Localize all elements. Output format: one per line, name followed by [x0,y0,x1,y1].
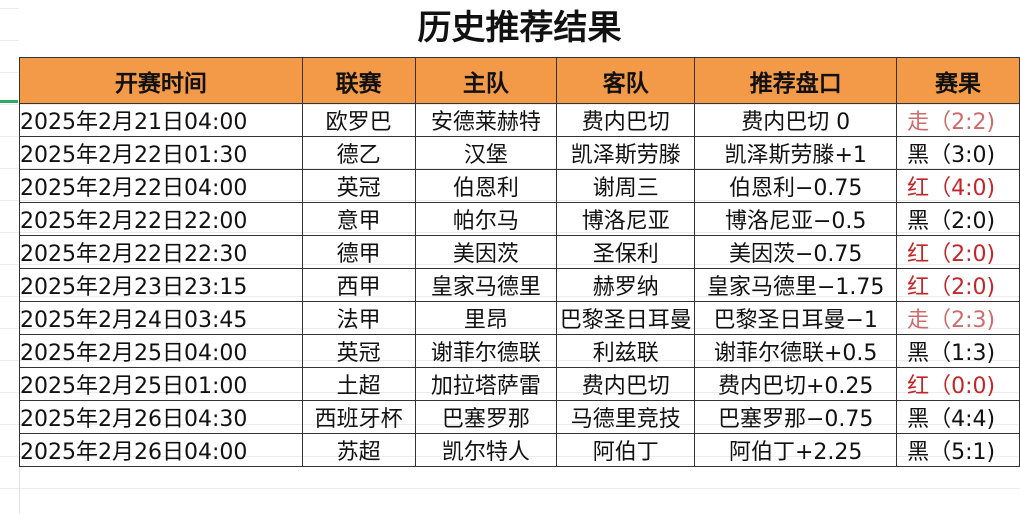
cell-league[interactable]: 意甲 [301,202,416,236]
table-row: 2025年2月26日04:30 西班牙杯 巴塞罗那 马德里竞技 巴塞罗那−0.75 黑（4… [19,400,1020,434]
cell-away[interactable]: 利兹联 [556,334,696,368]
cell-away[interactable]: 巴黎圣日耳曼 [556,301,696,335]
cell-result[interactable]: 走（2:3) [896,301,1020,335]
cell-time[interactable]: 2025年2月23日23:15 [19,268,303,302]
cell-result[interactable]: 红（2:0) [896,268,1020,302]
cell-pick[interactable]: 谢菲尔德联+0.5 [694,334,898,368]
cell-time[interactable]: 2025年2月22日22:00 [19,202,303,236]
cell-home[interactable]: 里昂 [414,301,558,335]
table-row: 2025年2月22日22:00 意甲 帕尔马 博洛尼亚 博洛尼亚−0.5 黑（2:0) [19,202,1020,236]
cell-result[interactable]: 黑（4:4) [896,400,1020,434]
cell-pick[interactable]: 凯泽斯劳滕+1 [694,136,898,170]
cell-result[interactable]: 红（0:0) [896,367,1020,401]
col-header-league[interactable]: 联赛 [301,57,416,104]
cell-time[interactable]: 2025年2月25日04:00 [19,334,303,368]
cell-league[interactable]: 英冠 [301,169,416,203]
table-row: 2025年2月25日01:00 土超 加拉塔萨雷 费内巴切 费内巴切+0.25 红（0:0… [19,367,1020,401]
cell-result[interactable]: 黑（3:0) [896,136,1020,170]
table-row: 2025年2月22日01:30 德乙 汉堡 凯泽斯劳滕 凯泽斯劳滕+1 黑（3:0) [19,136,1020,170]
cell-home[interactable]: 凯尔特人 [414,433,558,467]
cell-pick[interactable]: 博洛尼亚−0.5 [694,202,898,236]
cell-pick[interactable]: 美因茨−0.75 [694,235,898,269]
cell-time[interactable]: 2025年2月21日04:00 [19,103,303,137]
table-row: 2025年2月25日04:00 英冠 谢菲尔德联 利兹联 谢菲尔德联+0.5 黑（1:3) [19,334,1020,368]
cell-away[interactable]: 马德里竞技 [556,400,696,434]
cell-pick[interactable]: 皇家马德里−1.75 [694,268,898,302]
cell-away[interactable]: 博洛尼亚 [556,202,696,236]
cell-league[interactable]: 苏超 [301,433,416,467]
cell-league[interactable]: 西班牙杯 [301,400,416,434]
table-row: 2025年2月24日03:45 法甲 里昂 巴黎圣日耳曼 巴黎圣日耳曼−1 走（2:3) [19,301,1020,335]
selection-marker [0,100,18,103]
cell-pick[interactable]: 巴黎圣日耳曼−1 [694,301,898,335]
cell-time[interactable]: 2025年2月22日22:30 [19,235,303,269]
col-header-home[interactable]: 主队 [414,57,558,104]
cell-league[interactable]: 土超 [301,367,416,401]
table-row: 2025年2月26日04:00 苏超 凯尔特人 阿伯丁 阿伯丁+2.25 黑（5:1) [19,433,1020,467]
page-title: 历史推荐结果 [19,0,1020,57]
cell-result[interactable]: 走（2:2) [896,103,1020,137]
cell-result[interactable]: 红（2:0) [896,235,1020,269]
col-header-result[interactable]: 赛果 [896,57,1020,104]
cell-time[interactable]: 2025年2月26日04:00 [19,433,303,467]
cell-away[interactable]: 阿伯丁 [556,433,696,467]
cell-away[interactable]: 费内巴切 [556,103,696,137]
cell-league[interactable]: 欧罗巴 [301,103,416,137]
cell-league[interactable]: 英冠 [301,334,416,368]
cell-home[interactable]: 美因茨 [414,235,558,269]
cell-pick[interactable]: 阿伯丁+2.25 [694,433,898,467]
cell-time[interactable]: 2025年2月24日03:45 [19,301,303,335]
cell-league[interactable]: 西甲 [301,268,416,302]
cell-time[interactable]: 2025年2月22日04:00 [19,169,303,203]
cell-pick[interactable]: 费内巴切 0 [694,103,898,137]
cell-result[interactable]: 黑（1:3) [896,334,1020,368]
cell-home[interactable]: 加拉塔萨雷 [414,367,558,401]
cell-home[interactable]: 伯恩利 [414,169,558,203]
col-header-pick[interactable]: 推荐盘口 [694,57,898,104]
cell-time[interactable]: 2025年2月22日01:30 [19,136,303,170]
cell-league[interactable]: 德甲 [301,235,416,269]
cell-home[interactable]: 皇家马德里 [414,268,558,302]
cell-away[interactable]: 费内巴切 [556,367,696,401]
cell-away[interactable]: 谢周三 [556,169,696,203]
cell-pick[interactable]: 费内巴切+0.25 [694,367,898,401]
cell-pick[interactable]: 伯恩利−0.75 [694,169,898,203]
table-row: 2025年2月22日04:00 英冠 伯恩利 谢周三 伯恩利−0.75 红（4:0) [19,169,1020,203]
col-header-away[interactable]: 客队 [556,57,696,104]
cell-result[interactable]: 黑（5:1) [896,433,1020,467]
cell-home[interactable]: 巴塞罗那 [414,400,558,434]
cell-home[interactable]: 谢菲尔德联 [414,334,558,368]
table-row: 2025年2月21日04:00 欧罗巴 安德莱赫特 费内巴切 费内巴切 0 走（2:2) [19,103,1020,137]
results-table: 开赛时间 联赛 主队 客队 推荐盘口 赛果 2025年2月21日04:00 欧罗巴 安德莱赫特… [19,57,1020,467]
header-row: 开赛时间 联赛 主队 客队 推荐盘口 赛果 [19,57,1020,104]
cell-league[interactable]: 德乙 [301,136,416,170]
table-row: 2025年2月23日23:15 西甲 皇家马德里 赫罗纳 皇家马德里−1.75 红（2:0… [19,268,1020,302]
cell-result[interactable]: 黑（2:0) [896,202,1020,236]
cell-home[interactable]: 帕尔马 [414,202,558,236]
table-row: 2025年2月22日22:30 德甲 美因茨 圣保利 美因茨−0.75 红（2:0) [19,235,1020,269]
cell-home[interactable]: 汉堡 [414,136,558,170]
cell-league[interactable]: 法甲 [301,301,416,335]
cell-time[interactable]: 2025年2月26日04:30 [19,400,303,434]
cell-away[interactable]: 凯泽斯劳滕 [556,136,696,170]
cell-home[interactable]: 安德莱赫特 [414,103,558,137]
col-header-time[interactable]: 开赛时间 [19,57,303,104]
cell-pick[interactable]: 巴塞罗那−0.75 [694,400,898,434]
cell-time[interactable]: 2025年2月25日01:00 [19,367,303,401]
cell-away[interactable]: 圣保利 [556,235,696,269]
cell-away[interactable]: 赫罗纳 [556,268,696,302]
cell-result[interactable]: 红（4:0) [896,169,1020,203]
